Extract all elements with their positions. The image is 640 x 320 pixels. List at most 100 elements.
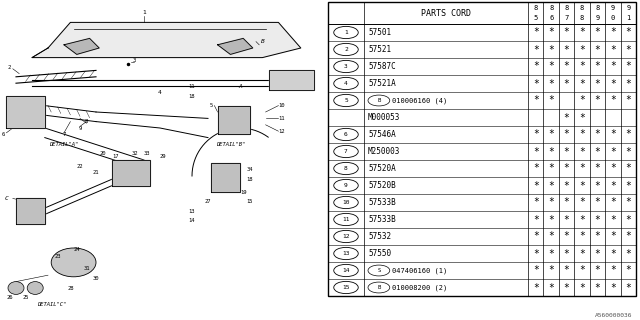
Text: *: * bbox=[579, 147, 585, 156]
Text: *: * bbox=[564, 249, 570, 259]
Text: 13: 13 bbox=[342, 251, 349, 256]
Text: *: * bbox=[548, 266, 554, 276]
Text: 8: 8 bbox=[549, 5, 553, 11]
Text: *: * bbox=[625, 180, 631, 190]
Text: *: * bbox=[610, 164, 616, 173]
Text: 33: 33 bbox=[144, 151, 150, 156]
Text: *: * bbox=[625, 231, 631, 242]
Text: 14: 14 bbox=[189, 218, 195, 223]
Text: 19: 19 bbox=[240, 189, 246, 195]
Text: 5: 5 bbox=[209, 103, 213, 108]
Text: *: * bbox=[595, 164, 600, 173]
Text: *: * bbox=[532, 249, 539, 259]
Text: M000053: M000053 bbox=[368, 113, 401, 122]
Text: 30: 30 bbox=[93, 276, 99, 281]
Text: *: * bbox=[532, 180, 539, 190]
Text: B: B bbox=[377, 98, 381, 103]
Text: *: * bbox=[579, 113, 585, 123]
Text: *: * bbox=[610, 266, 616, 276]
Text: *: * bbox=[625, 61, 631, 71]
Text: B: B bbox=[377, 285, 381, 290]
Ellipse shape bbox=[28, 282, 44, 294]
Text: 18: 18 bbox=[246, 177, 253, 182]
Polygon shape bbox=[64, 38, 99, 54]
Text: *: * bbox=[595, 266, 600, 276]
Text: 11: 11 bbox=[278, 116, 285, 121]
Text: 15: 15 bbox=[246, 199, 253, 204]
Text: *: * bbox=[579, 44, 585, 54]
Text: *: * bbox=[625, 197, 631, 207]
Text: *: * bbox=[610, 180, 616, 190]
Text: 57532: 57532 bbox=[368, 232, 391, 241]
Polygon shape bbox=[218, 38, 253, 54]
Text: *: * bbox=[548, 130, 554, 140]
Text: *: * bbox=[595, 180, 600, 190]
Text: *: * bbox=[564, 78, 570, 89]
Text: 7: 7 bbox=[62, 132, 66, 137]
Text: *: * bbox=[579, 214, 585, 225]
Text: 14: 14 bbox=[342, 268, 349, 273]
Text: *: * bbox=[595, 130, 600, 140]
Text: 5: 5 bbox=[534, 15, 538, 21]
Text: 9: 9 bbox=[611, 5, 615, 11]
Text: 32: 32 bbox=[131, 151, 138, 156]
Polygon shape bbox=[269, 70, 314, 90]
Text: *: * bbox=[625, 214, 631, 225]
Text: 2: 2 bbox=[344, 47, 348, 52]
Text: 010008200 (2): 010008200 (2) bbox=[392, 284, 447, 291]
Text: *: * bbox=[610, 147, 616, 156]
Text: 6: 6 bbox=[549, 15, 553, 21]
Text: *: * bbox=[532, 214, 539, 225]
Text: *: * bbox=[532, 197, 539, 207]
Text: 34: 34 bbox=[246, 167, 253, 172]
Text: *: * bbox=[610, 95, 616, 106]
Text: 9: 9 bbox=[595, 15, 600, 21]
Text: *: * bbox=[610, 214, 616, 225]
Text: *: * bbox=[548, 283, 554, 292]
Text: A: A bbox=[238, 84, 242, 89]
Text: *: * bbox=[564, 180, 570, 190]
Text: *: * bbox=[532, 231, 539, 242]
Polygon shape bbox=[16, 198, 45, 224]
Text: 7: 7 bbox=[344, 149, 348, 154]
Text: 23: 23 bbox=[54, 253, 61, 259]
Text: 20: 20 bbox=[99, 151, 106, 156]
Text: *: * bbox=[532, 266, 539, 276]
Text: 6: 6 bbox=[344, 132, 348, 137]
Text: 10: 10 bbox=[278, 103, 285, 108]
Text: *: * bbox=[595, 197, 600, 207]
Text: C: C bbox=[4, 196, 8, 201]
Text: M250003: M250003 bbox=[368, 147, 401, 156]
Text: *: * bbox=[610, 249, 616, 259]
Text: 10: 10 bbox=[342, 200, 349, 205]
Text: *: * bbox=[532, 28, 539, 37]
Text: *: * bbox=[595, 44, 600, 54]
Text: 57550: 57550 bbox=[368, 249, 391, 258]
Polygon shape bbox=[211, 163, 240, 192]
Text: *: * bbox=[625, 266, 631, 276]
Text: *: * bbox=[625, 95, 631, 106]
Text: 9: 9 bbox=[626, 5, 630, 11]
Text: *: * bbox=[579, 249, 585, 259]
Text: *: * bbox=[564, 164, 570, 173]
Text: *: * bbox=[532, 78, 539, 89]
Text: 11: 11 bbox=[189, 84, 195, 89]
Text: PARTS CORD: PARTS CORD bbox=[421, 9, 471, 18]
Text: *: * bbox=[548, 249, 554, 259]
Text: 7: 7 bbox=[564, 15, 569, 21]
Text: B: B bbox=[260, 39, 264, 44]
Polygon shape bbox=[112, 160, 150, 186]
Text: *: * bbox=[610, 197, 616, 207]
Text: 12: 12 bbox=[278, 129, 285, 134]
Text: *: * bbox=[548, 180, 554, 190]
Text: 13: 13 bbox=[189, 209, 195, 214]
Text: 8: 8 bbox=[84, 119, 88, 124]
Text: 15: 15 bbox=[342, 285, 349, 290]
Text: *: * bbox=[548, 95, 554, 106]
Text: *: * bbox=[548, 164, 554, 173]
Text: *: * bbox=[610, 130, 616, 140]
Text: 24: 24 bbox=[74, 247, 80, 252]
Text: *: * bbox=[548, 61, 554, 71]
Text: *: * bbox=[548, 214, 554, 225]
Text: 3: 3 bbox=[132, 58, 136, 63]
